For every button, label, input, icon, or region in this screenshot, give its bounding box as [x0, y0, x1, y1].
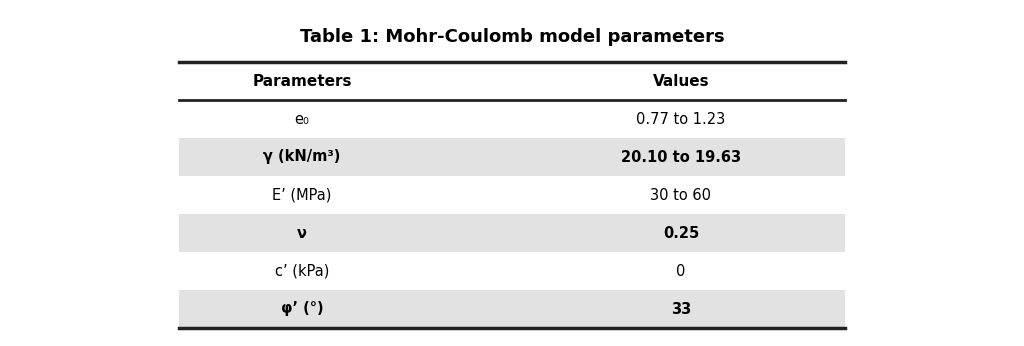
Text: Parameters: Parameters — [252, 73, 352, 89]
Text: Table 1: Mohr-Coulomb model parameters: Table 1: Mohr-Coulomb model parameters — [300, 28, 724, 46]
Text: ν: ν — [297, 226, 307, 240]
Text: γ (kN/m³): γ (kN/m³) — [263, 149, 341, 164]
Text: 0: 0 — [676, 264, 686, 279]
Text: φ’ (°): φ’ (°) — [281, 301, 324, 317]
Bar — [179, 214, 845, 252]
Bar — [179, 138, 845, 176]
Text: 30 to 60: 30 to 60 — [650, 188, 712, 202]
Text: E’ (MPa): E’ (MPa) — [272, 188, 332, 202]
Text: 33: 33 — [671, 301, 691, 317]
Text: 0.25: 0.25 — [663, 226, 699, 240]
Bar — [179, 290, 845, 328]
Text: 20.10 to 19.63: 20.10 to 19.63 — [621, 149, 741, 164]
Text: 0.77 to 1.23: 0.77 to 1.23 — [636, 111, 726, 127]
Text: c’ (kPa): c’ (kPa) — [274, 264, 330, 279]
Text: Values: Values — [652, 73, 710, 89]
Text: e₀: e₀ — [295, 111, 309, 127]
